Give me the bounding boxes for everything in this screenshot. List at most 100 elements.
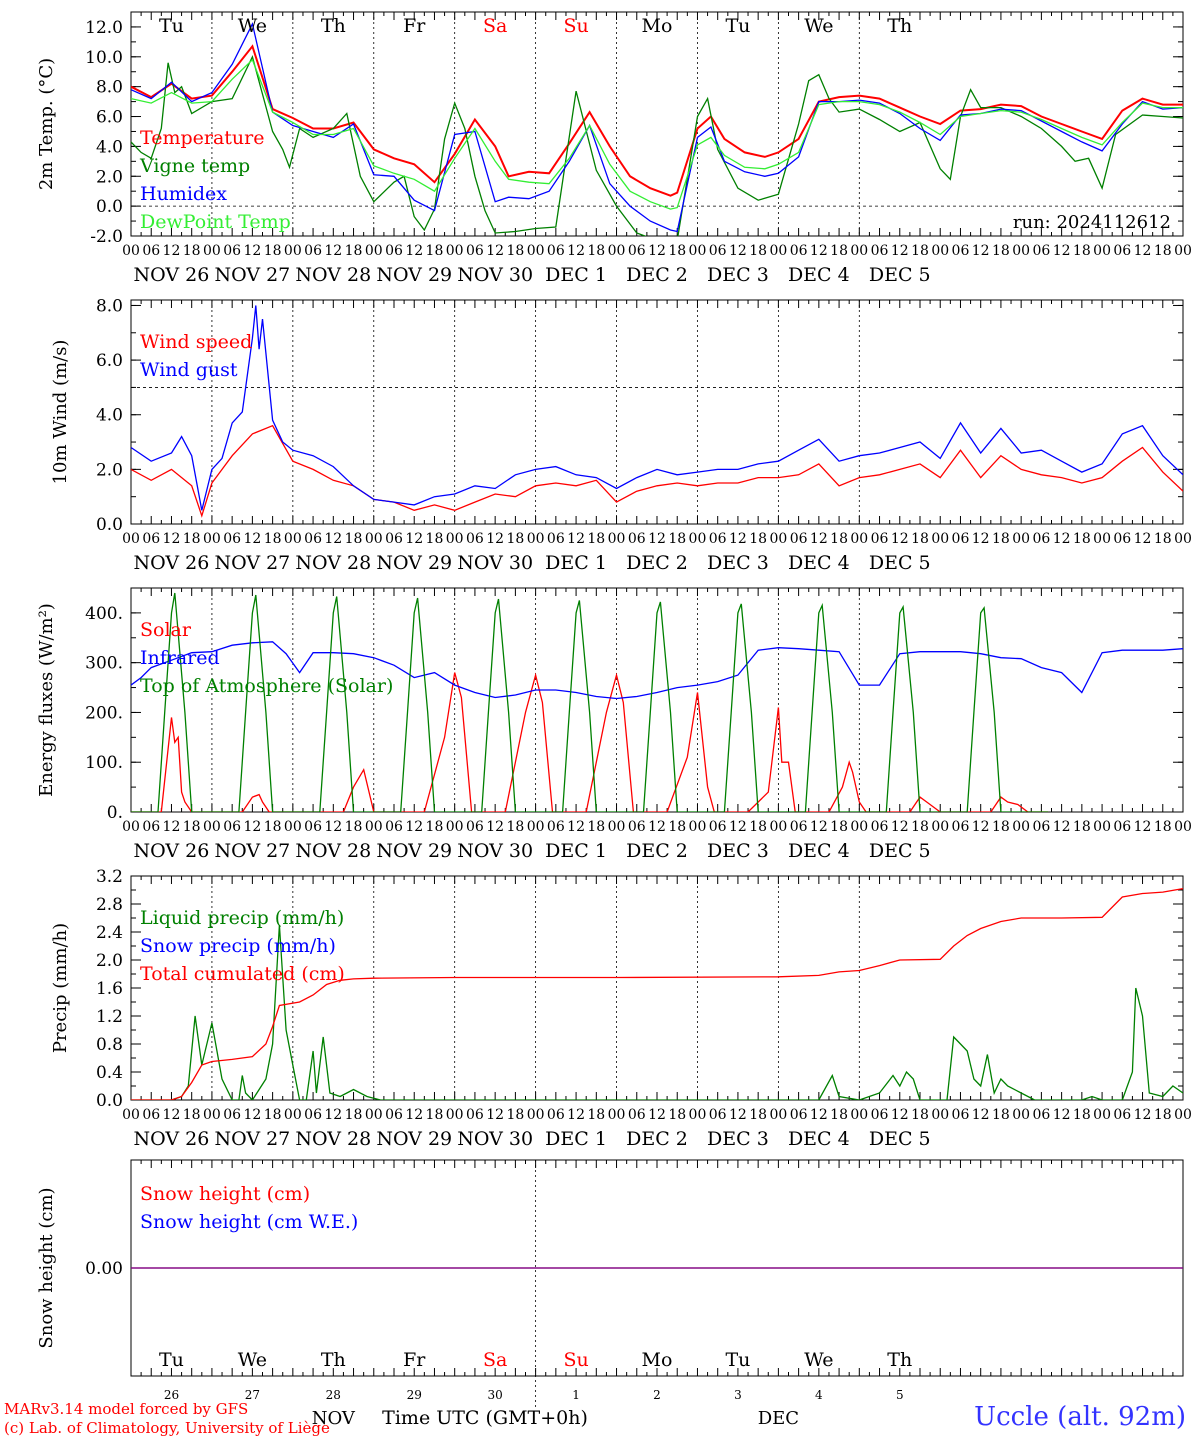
hour-tick-label: 06: [223, 243, 241, 259]
hour-tick-label: 12: [972, 531, 990, 547]
hour-tick-label: 06: [547, 1107, 565, 1123]
hour-tick-label: 12: [891, 243, 909, 259]
hour-tick-label: 12: [729, 531, 747, 547]
hour-tick-label: 06: [1113, 243, 1131, 259]
hour-tick-label: 06: [304, 243, 322, 259]
hour-tick-label: 00: [284, 819, 302, 835]
series-line-solar: [131, 672, 1049, 812]
hour-tick-label: 12: [810, 819, 828, 835]
date-label: NOV 28: [295, 840, 371, 862]
weekday-label: Tu: [725, 15, 750, 37]
hour-tick-label: 00: [608, 819, 626, 835]
hour-tick-label: 18: [749, 531, 767, 547]
hour-tick-label: 18: [506, 1107, 524, 1123]
date-label: DEC 4: [788, 552, 850, 574]
hour-tick-label: 00: [689, 819, 707, 835]
hour-tick-label: 06: [385, 1107, 403, 1123]
hour-tick-label: 00: [769, 1107, 787, 1123]
hour-tick-label: 12: [567, 819, 585, 835]
hour-tick-label: 00: [1012, 531, 1030, 547]
day-number: 1: [572, 1388, 580, 1402]
hour-tick-label: 00: [122, 819, 140, 835]
date-label: DEC 3: [707, 1128, 769, 1150]
hour-tick-label: 06: [142, 243, 160, 259]
hour-tick-label: 06: [790, 1107, 808, 1123]
weekday-label: Mo: [642, 15, 673, 37]
hour-tick-label: 18: [992, 243, 1010, 259]
y-tick-label: 1.6: [96, 979, 123, 999]
hour-tick-label: 12: [810, 1107, 828, 1123]
y-tick-label: 0.00: [85, 1259, 123, 1279]
hour-tick-label: 06: [385, 531, 403, 547]
hour-tick-label: 18: [1073, 531, 1091, 547]
plot-frame: [130, 299, 1184, 525]
y-tick-label: 8.0: [96, 78, 123, 98]
y-tick-label: 12.0: [85, 18, 123, 38]
hour-tick-label: 06: [709, 243, 727, 259]
hour-tick-label: 00: [446, 1107, 464, 1123]
y-tick-label: 200.: [85, 703, 123, 723]
month-label: DEC: [758, 1408, 799, 1429]
hour-tick-label: 12: [972, 243, 990, 259]
hour-tick-label: 00: [365, 531, 383, 547]
hour-tick-label: 18: [426, 819, 444, 835]
hour-tick-label: 06: [466, 531, 484, 547]
hour-tick-label: 06: [1113, 819, 1131, 835]
y-axis-label: 10m Wind (m/s): [50, 340, 71, 485]
weekday-label: Th: [887, 15, 912, 37]
hour-tick-label: 18: [749, 819, 767, 835]
hour-tick-label: 18: [587, 243, 605, 259]
y-tick-label: 0.0: [96, 1091, 123, 1111]
hour-tick-label: 06: [790, 243, 808, 259]
hour-tick-label: 00: [446, 819, 464, 835]
run-label: run: 2024112612: [1013, 212, 1171, 233]
day-number: 27: [245, 1388, 260, 1402]
date-label: NOV 26: [134, 552, 210, 574]
hour-tick-label: 12: [567, 531, 585, 547]
hour-tick-label: 18: [183, 819, 201, 835]
hour-tick-label: 00: [446, 531, 464, 547]
y-tick-label: 0.4: [96, 1063, 123, 1083]
legend-entry: Solar: [140, 619, 192, 641]
hour-tick-label: 18: [264, 243, 282, 259]
hour-tick-label: 12: [324, 531, 342, 547]
series-line-humidex: [131, 21, 1183, 233]
hour-tick-label: 00: [365, 1107, 383, 1123]
hour-tick-label: 00: [931, 243, 949, 259]
panel-2: 0.0 2.0 4.0 6.0 8.0 10m Wind (m/s) Wind speed W…: [50, 296, 1192, 574]
hour-tick-label: 12: [1134, 531, 1152, 547]
hour-tick-label: 06: [1032, 531, 1050, 547]
hour-tick-label: 12: [1053, 1107, 1071, 1123]
series-line-vigne-temp: [131, 54, 1183, 236]
y-tick-label: 2.0: [96, 951, 123, 971]
hour-tick-label: 00: [689, 1107, 707, 1123]
hour-tick-label: 18: [992, 1107, 1010, 1123]
legend-entry: Snow height (cm): [140, 1183, 310, 1205]
hour-tick-label: 12: [891, 1107, 909, 1123]
y-tick-label: 400.: [85, 604, 123, 624]
date-label: DEC 1: [545, 264, 607, 286]
hour-tick-label: 18: [183, 1107, 201, 1123]
plot-frame: [130, 11, 1184, 237]
y-tick-label: 0.0: [96, 515, 123, 535]
model-credit: MARv3.14 model forced by GFS: [4, 1400, 249, 1418]
hour-tick-label: 06: [1113, 1107, 1131, 1123]
date-label: DEC 2: [626, 1128, 688, 1150]
hour-tick-label: 06: [1032, 243, 1050, 259]
hour-tick-label: 06: [385, 819, 403, 835]
hour-tick-label: 18: [911, 243, 929, 259]
date-label: NOV 29: [376, 840, 452, 862]
hour-tick-label: 06: [466, 1107, 484, 1123]
hour-tick-label: 06: [304, 819, 322, 835]
hour-tick-label: 12: [648, 819, 666, 835]
hour-tick-label: 00: [1012, 819, 1030, 835]
hour-tick-label: 00: [527, 531, 545, 547]
hour-tick-label: 12: [324, 1107, 342, 1123]
day-number: 3: [734, 1388, 742, 1402]
hour-tick-label: 12: [648, 531, 666, 547]
hour-tick-label: 18: [1154, 1107, 1172, 1123]
hour-tick-label: 18: [668, 819, 686, 835]
date-label: NOV 29: [376, 264, 452, 286]
hour-tick-label: 18: [911, 531, 929, 547]
hour-tick-label: 06: [142, 531, 160, 547]
